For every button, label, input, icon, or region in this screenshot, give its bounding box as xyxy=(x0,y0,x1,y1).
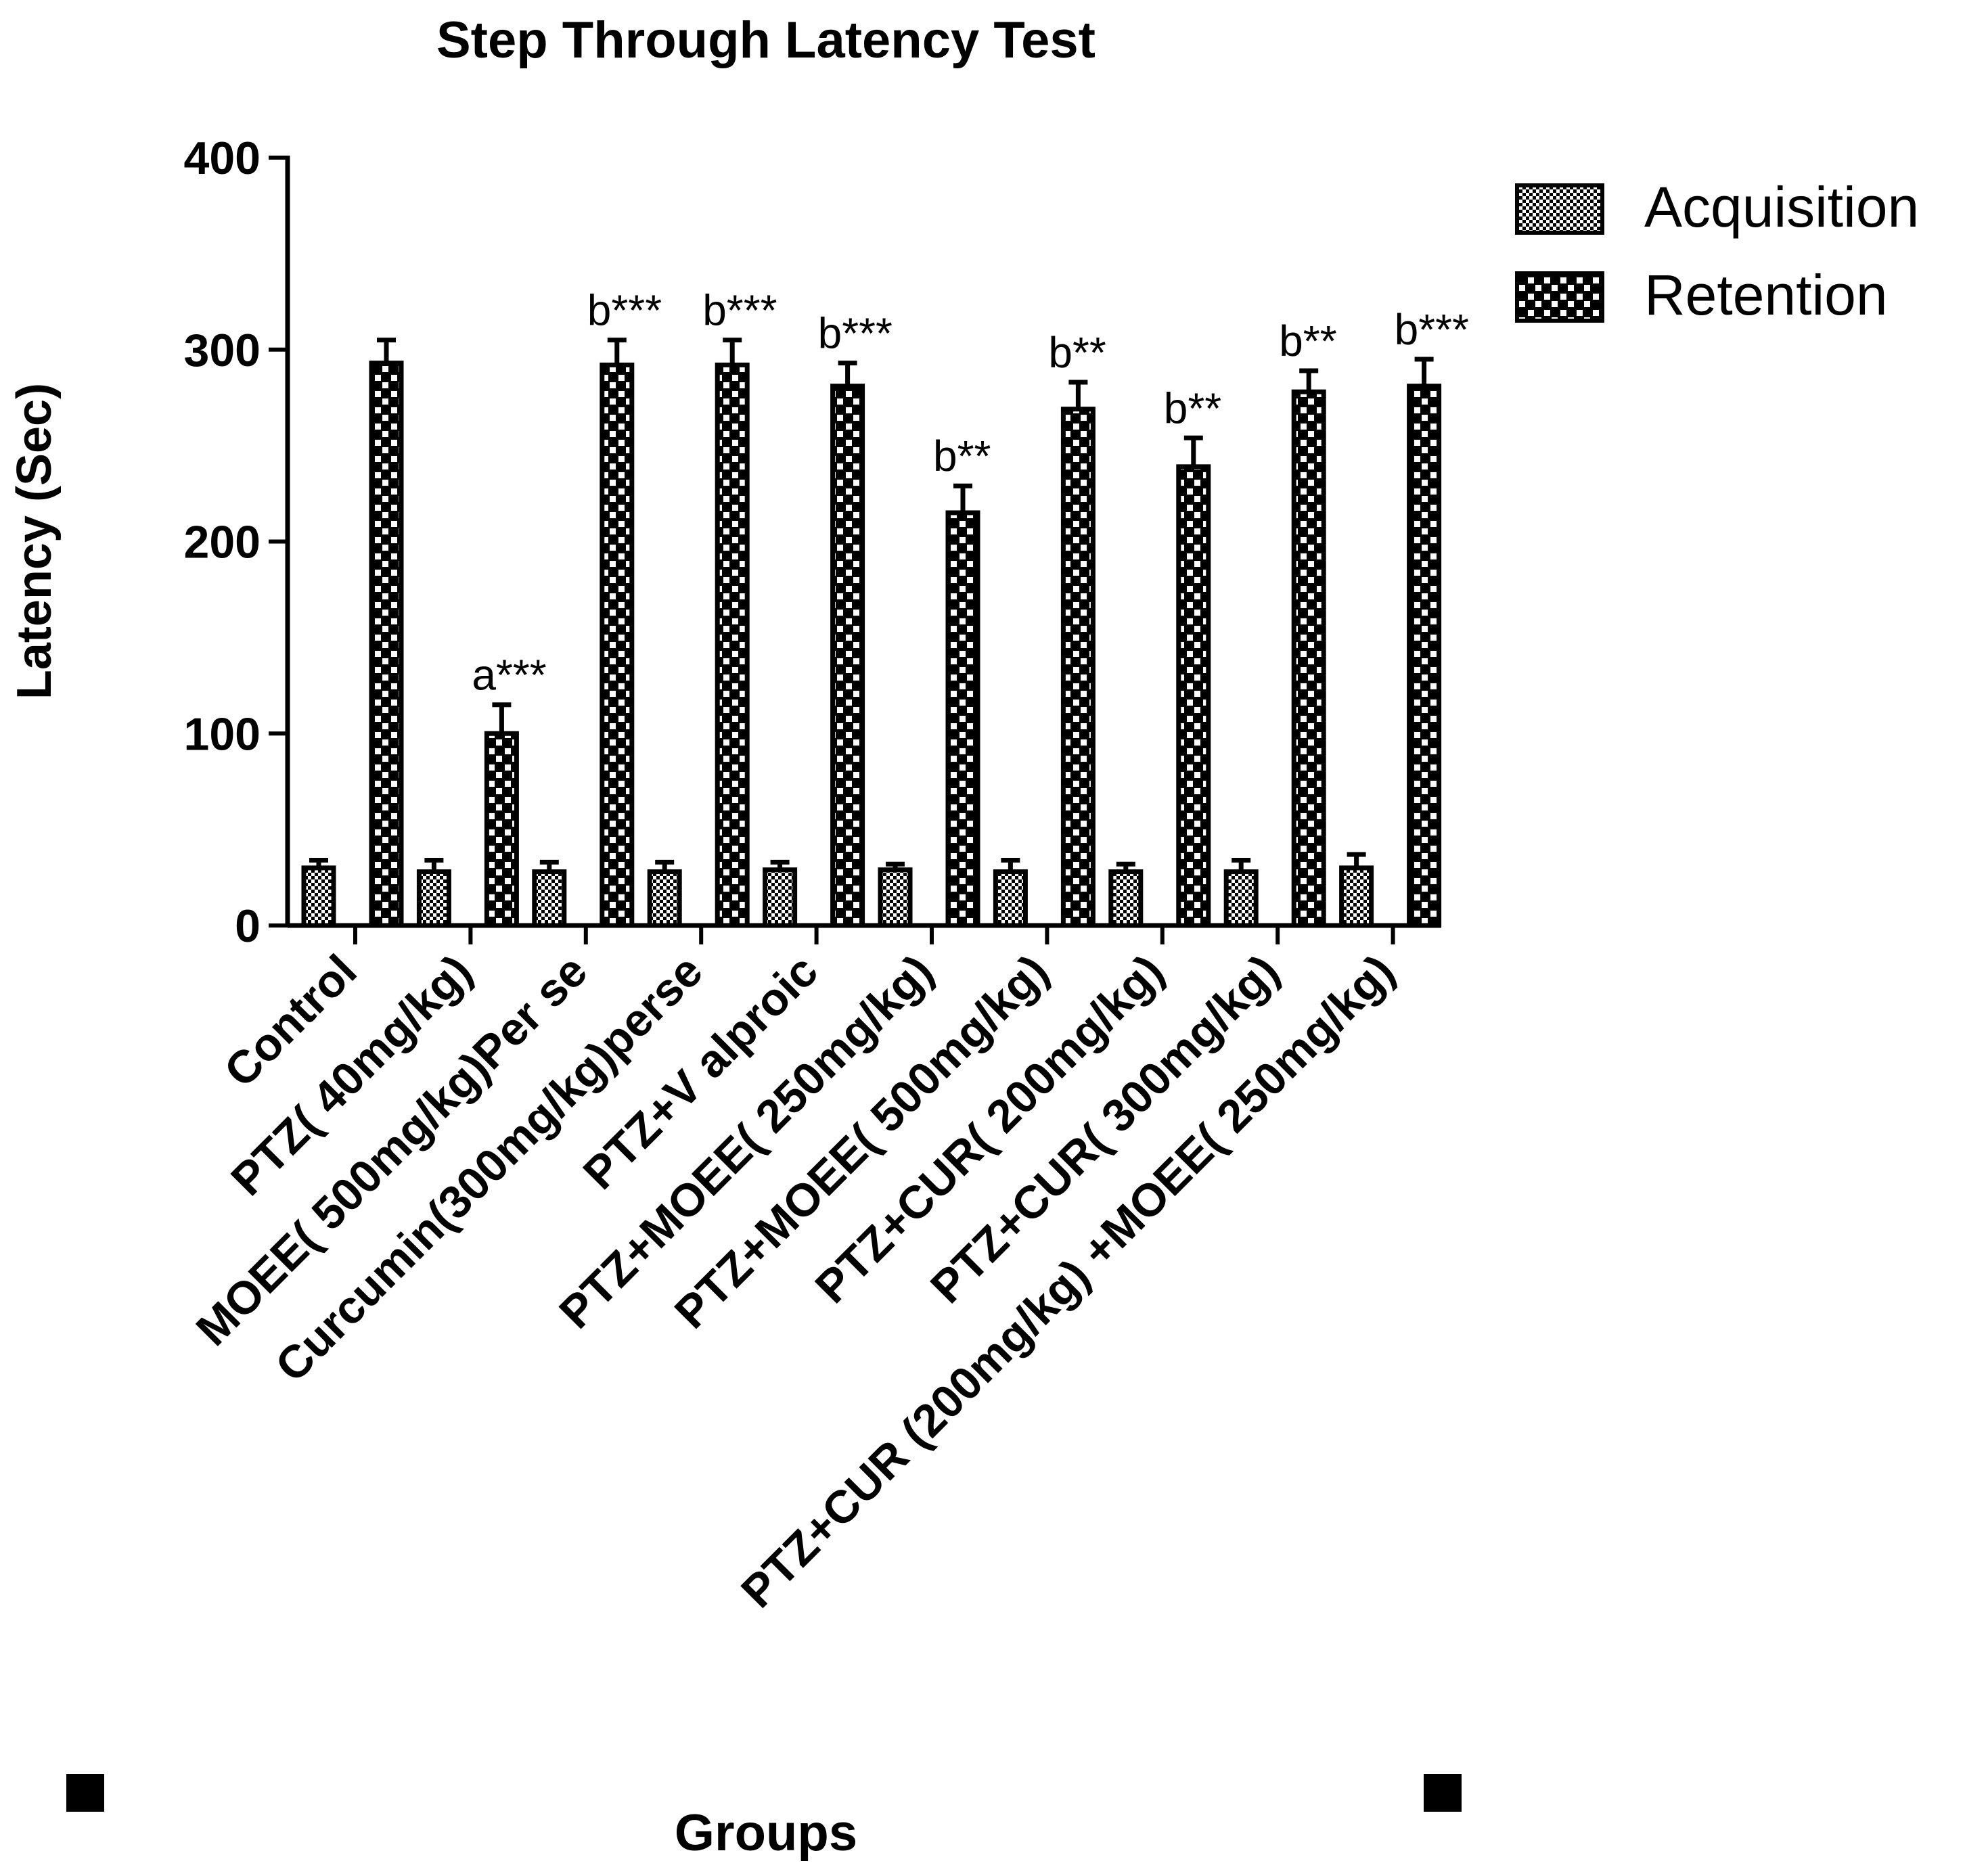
bar-acquisition-3 xyxy=(647,869,682,928)
significance-label-8: b** xyxy=(1279,317,1336,365)
y-axis-label: Latency (Sec) xyxy=(7,383,62,700)
bar-retention-9 xyxy=(1407,384,1442,928)
bar-acquisition-4 xyxy=(763,867,798,928)
significance-label-3: b*** xyxy=(702,286,777,335)
significance-label-2: b*** xyxy=(587,286,662,335)
legend-swatch-acquisition xyxy=(1515,183,1604,235)
corner-marker-left xyxy=(66,1774,104,1812)
significance-label-1: a*** xyxy=(472,651,546,700)
legend-item-acquisition: Acquisition xyxy=(1515,175,1919,239)
bar-acquisition-8 xyxy=(1223,869,1259,928)
legend-item-retention: Retention xyxy=(1515,263,1888,327)
y-tick-label-0: 0 xyxy=(235,900,261,952)
x-axis-label: Groups xyxy=(675,1804,857,1862)
corner-marker-right xyxy=(1424,1774,1462,1812)
y-tick-label-1: 100 xyxy=(184,708,261,760)
bar-retention-1 xyxy=(484,731,519,928)
legend-label-retention: Retention xyxy=(1644,263,1888,327)
bar-retention-7 xyxy=(1176,464,1211,928)
bar-retention-3 xyxy=(715,362,750,928)
bar-acquisition-2 xyxy=(532,869,567,928)
bar-retention-6 xyxy=(1060,407,1096,928)
bar-acquisition-9 xyxy=(1339,865,1374,928)
significance-label-4: b*** xyxy=(818,309,893,358)
bar-retention-5 xyxy=(945,510,980,928)
bar-retention-4 xyxy=(830,384,865,928)
bar-acquisition-5 xyxy=(878,867,913,928)
chart-title: Step Through Latency Test xyxy=(436,12,1096,69)
y-tick-label-4: 400 xyxy=(184,133,261,184)
bar-retention-0 xyxy=(369,361,404,928)
y-tick-label-3: 300 xyxy=(184,325,261,376)
y-tick-label-2: 200 xyxy=(184,517,261,568)
legend-swatch-retention xyxy=(1515,271,1604,323)
significance-label-9: b*** xyxy=(1395,305,1469,354)
legend-label-acquisition: Acquisition xyxy=(1644,175,1919,239)
bar-acquisition-0 xyxy=(301,865,336,928)
bar-retention-8 xyxy=(1291,389,1326,928)
legend: Acquisition Retention xyxy=(1515,175,1919,327)
bar-retention-2 xyxy=(600,362,635,928)
significance-label-6: b** xyxy=(1048,328,1106,377)
bar-acquisition-6 xyxy=(993,869,1028,928)
significance-label-5: b** xyxy=(933,432,991,480)
significance-label-7: b** xyxy=(1164,384,1221,432)
bar-acquisition-1 xyxy=(416,869,451,928)
bar-acquisition-7 xyxy=(1108,869,1144,928)
